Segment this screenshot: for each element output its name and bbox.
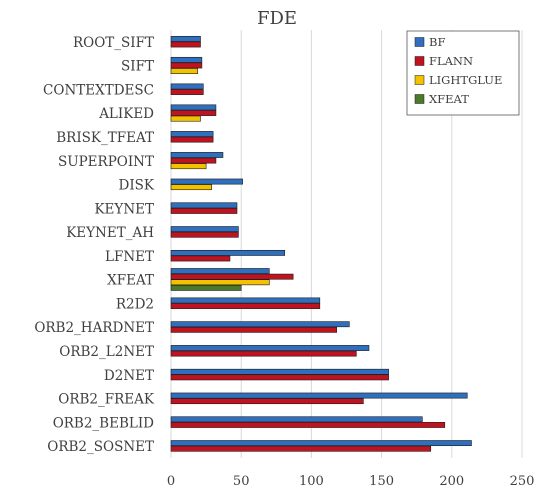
legend-label-lightglue: LIGHTGLUE [429,73,502,87]
bar-superpoint-bf [170,152,224,158]
category-label: LFNET [105,249,154,265]
category-label: BRISK_TFEAT [56,130,154,146]
bar-orb2-sosnet-flann [170,445,432,452]
category-label: SUPERPOINT [58,154,154,170]
bar-keynet-bf [170,202,238,209]
bar-sift-flann [170,62,203,69]
bar-orb2-l2net-flann [170,350,357,357]
bar-keynet-ah-bf [170,226,239,233]
bar-orb2-beblid-flann [170,422,446,428]
category-label: KEYNET [94,201,154,217]
x-axis-ticks: 0 50 100 150 200 250 [167,474,535,489]
bar-orb2-l2net-bf [170,345,370,351]
x-tick-label: 150 [369,474,394,489]
bar-orb2-sosnet-bf [170,440,472,447]
bar-sift-lightglue [170,68,198,74]
bar-disk-lightglue [170,184,213,191]
legend-box [406,30,520,116]
bar-d2net-bf [170,368,389,375]
category-label: ALIKED [98,106,154,122]
legend: BF FLANN LIGHTGLUE XFEAT [406,30,520,116]
bar-xfeat-lightglue [170,279,270,286]
bar-xfeat-xfeat [170,284,242,291]
category-label: ORB2_FREAK [58,392,155,408]
category-label: ORB2_L2NET [59,344,154,360]
bar-contextdesc-flann [170,89,204,95]
category-label: ORB2_SOSNET [47,439,154,455]
category-label: KEYNET_AH [66,225,154,241]
bar-brisk-tfeat-flann [170,136,214,143]
bar-orb2-freak-bf [170,392,468,399]
legend-swatch-xfeat [414,94,425,104]
x-tick-label: 50 [233,474,250,489]
x-tick-label: 100 [299,474,324,489]
category-label: DISK [119,178,155,194]
bar-sift-bf [170,56,203,63]
bar-xfeat-bf [170,268,270,274]
category-label: ORB2_BEBLID [53,415,154,431]
bar-orb2-freak-flann [170,398,364,405]
legend-swatch-bf [414,37,425,47]
category-labels: ROOT_SIFT SIFT CONTEXTDESC ALIKED BRISK_TFEA… [34,35,155,455]
bar-r2d2-flann [170,303,321,309]
bar-aliked-flann [170,110,217,116]
bar-keynet-ah-flann [170,231,239,238]
bar-superpoint-flann [170,157,217,164]
category-label: R2D2 [116,296,154,312]
bar-keynet-flann [170,208,238,214]
legend-swatch-lightglue [414,75,425,85]
chart-title: FDE [257,8,297,29]
bar-brisk-tfeat-bf [170,131,214,137]
legend-label-flann: FLANN [429,54,473,68]
bar-d2net-flann [170,374,389,381]
x-tick-label: 200 [439,474,464,489]
category-label: D2NET [104,368,154,384]
bar-root-sift-flann [170,41,201,48]
legend-label-xfeat: XFEAT [429,92,469,106]
x-tick-label: 250 [510,474,535,489]
bar-superpoint-lightglue [170,163,207,170]
bar-orb2-hardnet-bf [170,321,350,328]
bar-contextdesc-bf [170,83,204,90]
bar-disk-bf [170,178,243,185]
bar-xfeat-flann [170,273,294,280]
bar-r2d2-bf [170,297,321,304]
legend-label-bf: BF [429,35,445,49]
bar-aliked-bf [170,104,217,111]
bar-orb2-beblid-bf [170,416,423,423]
category-label: CONTEXTDESC [43,82,154,98]
category-label: XFEAT [107,273,154,289]
bar-orb2-hardnet-flann [170,326,337,333]
bar-root-sift-bf [170,35,201,42]
bar-layer [170,35,472,452]
legend-swatch-flann [414,56,425,66]
bar-lfnet-flann [170,255,231,262]
x-tick-label: 0 [167,474,175,489]
category-label: SIFT [121,59,154,75]
bar-aliked-lightglue [170,115,201,122]
bar-lfnet-bf [170,249,286,256]
category-label: ROOT_SIFT [73,35,154,51]
category-label: ORB2_HARDNET [34,320,154,336]
